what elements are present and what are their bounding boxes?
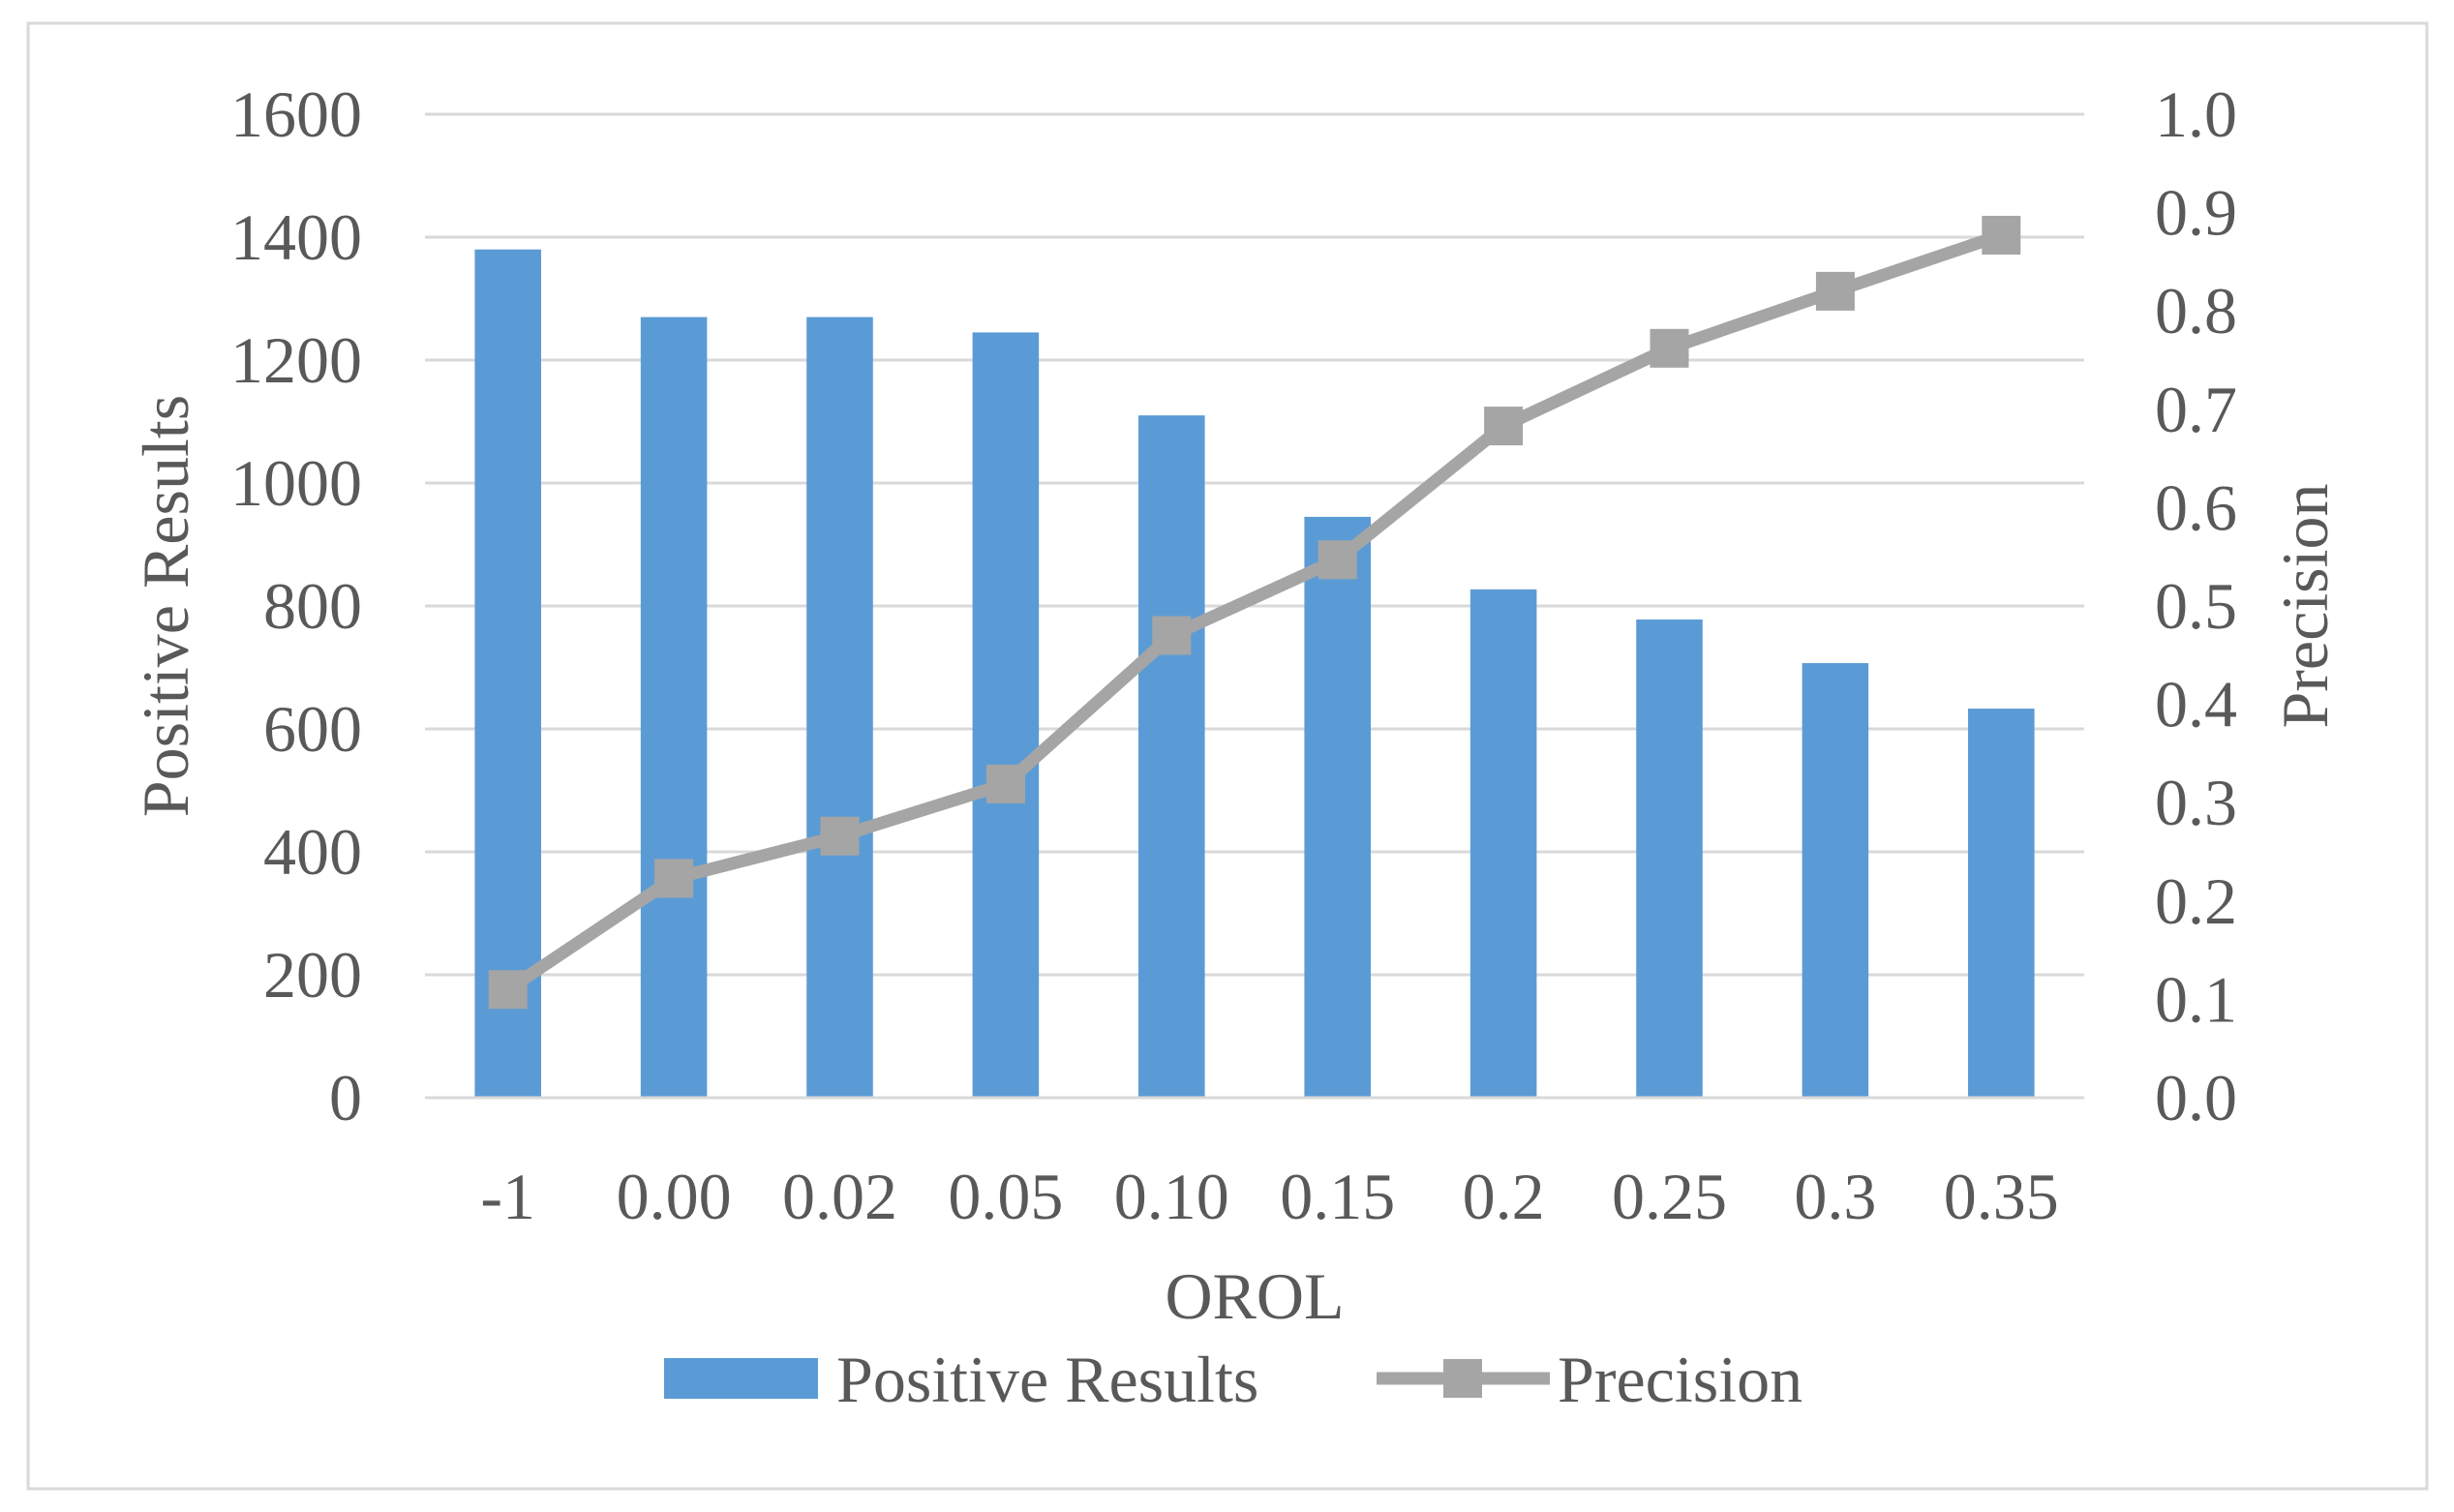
y-axis-right-tick-label: 0.8 <box>2155 274 2237 348</box>
x-axis-tick-label: 0.15 <box>1280 1160 1395 1233</box>
bar-positive-results <box>972 332 1040 1098</box>
bar-series-positive-results <box>425 249 2084 1100</box>
y-axis-right-tick-label: 0.9 <box>2155 176 2237 250</box>
precision-marker <box>1318 540 1357 580</box>
y-axis-left-tick-label: 1000 <box>230 446 362 520</box>
y-axis-left-tick-label: 800 <box>263 569 362 643</box>
y-axis-left-title: Positive Results <box>129 395 202 817</box>
x-axis-tick-label: 0.05 <box>948 1160 1063 1233</box>
bar-positive-results <box>640 317 708 1098</box>
y-axis-right-tick-label: 0.6 <box>2155 470 2237 544</box>
precision-marker <box>1484 407 1524 446</box>
y-axis-right-tick-label: 0.0 <box>2155 1061 2237 1134</box>
bar-positive-results <box>1304 516 1371 1098</box>
x-axis-tick-label: 0.3 <box>1794 1160 1876 1233</box>
legend-swatch-positive-results <box>664 1358 818 1399</box>
legend-label-precision: Precision <box>1558 1343 1803 1416</box>
y-axis-right-title: Precision <box>2268 483 2342 728</box>
legend-swatch-precision-marker <box>1443 1359 1482 1398</box>
y-axis-left-tick-label: 200 <box>263 938 362 1012</box>
precision-marker <box>488 970 528 1010</box>
y-axis-right-tick-label: 1.0 <box>2155 77 2237 151</box>
x-axis-tick-labels: -1 0.00 0.02 0.05 0.10 0.15 0.2 0.25 0.3 0.35 <box>480 1160 2058 1233</box>
x-axis-tick-label: 0.10 <box>1114 1160 1229 1233</box>
x-axis-tick-label: 0.35 <box>1944 1160 2059 1233</box>
bar-positive-results <box>806 317 873 1098</box>
bar-positive-results <box>1138 415 1205 1098</box>
y-axis-right-tick-label: 0.2 <box>2155 864 2237 938</box>
precision-marker <box>985 764 1025 803</box>
bar-positive-results <box>1469 589 1537 1098</box>
precision-marker <box>654 859 694 898</box>
precision-line <box>501 228 2008 996</box>
y-axis-left-tick-label: 1200 <box>230 323 362 397</box>
x-axis-tick-label: 0.25 <box>1612 1160 1727 1233</box>
line-series-precision <box>488 215 2021 1010</box>
legend: Positive Results Precision <box>664 1343 1803 1416</box>
bar-positive-results <box>1636 619 1703 1098</box>
precision-marker <box>1152 616 1192 655</box>
precision-marker <box>1982 215 2021 255</box>
bar-positive-results <box>1968 709 2035 1098</box>
y-axis-left-tick-labels: 0 200 400 600 800 1000 1200 1400 1600 <box>230 77 362 1134</box>
y-axis-left-tick-label: 0 <box>329 1061 362 1134</box>
y-axis-left-tick-label: 1400 <box>230 200 362 274</box>
x-axis-title: OROL <box>1165 1259 1344 1333</box>
precision-marker <box>820 816 860 856</box>
precision-marker <box>1815 271 1855 311</box>
legend-label-positive-results: Positive Results <box>836 1343 1258 1416</box>
precision-marker <box>1650 328 1689 368</box>
x-axis-tick-label: 0.02 <box>782 1160 897 1233</box>
y-axis-right-tick-labels: 0.0 0.1 0.2 0.3 0.4 0.5 0.6 0.7 0.8 0.9 1.0 <box>2155 77 2237 1134</box>
y-axis-right-tick-label: 0.1 <box>2155 962 2237 1036</box>
x-axis-tick-label: 0.00 <box>617 1160 732 1233</box>
y-axis-left-tick-label: 600 <box>263 692 362 766</box>
x-axis-tick-label: 0.2 <box>1463 1160 1545 1233</box>
y-axis-right-tick-label: 0.3 <box>2155 766 2237 839</box>
bar-positive-results <box>474 249 541 1098</box>
y-axis-right-tick-label: 0.5 <box>2155 569 2237 643</box>
bar-positive-results <box>1802 663 1869 1098</box>
y-axis-left-tick-label: 1600 <box>230 77 362 151</box>
x-axis-tick-label: -1 <box>480 1160 535 1233</box>
y-axis-right-tick-label: 0.7 <box>2155 373 2237 446</box>
y-axis-right-tick-label: 0.4 <box>2155 668 2237 741</box>
y-axis-left-tick-label: 400 <box>263 815 362 889</box>
